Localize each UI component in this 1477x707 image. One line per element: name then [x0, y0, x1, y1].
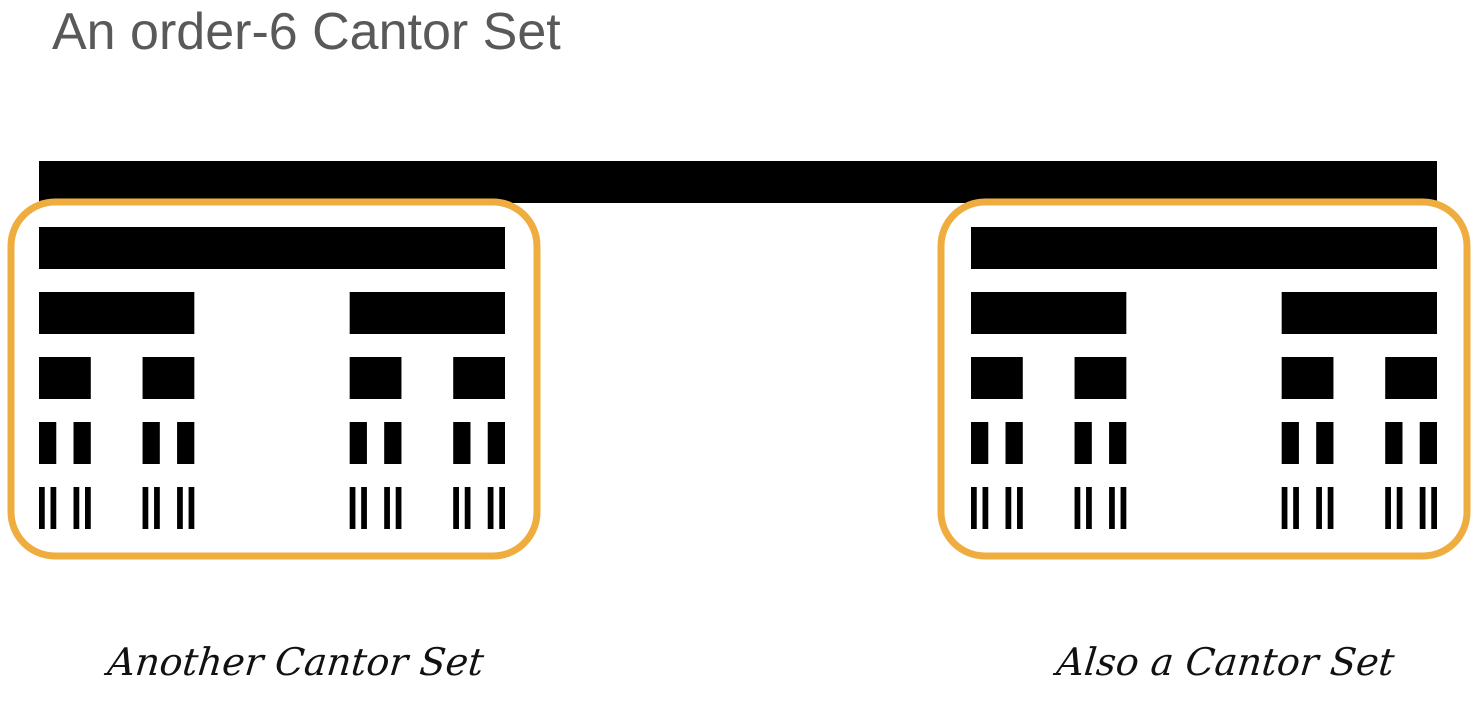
cantor-segment-level-6: [1086, 487, 1092, 529]
cantor-segment-level-5: [39, 422, 57, 464]
cantor-segment-level-6: [142, 487, 149, 529]
cantor-segment-level-6: [1419, 487, 1426, 529]
cantor-segment-level-6: [982, 487, 989, 529]
cantor-segment-level-6: [50, 487, 57, 529]
cantor-segment-level-5: [177, 422, 195, 464]
right-subset-highlight: [937, 198, 1471, 560]
cantor-segment-level-6: [971, 487, 977, 529]
cantor-segment-level-6: [177, 487, 183, 529]
right-subset-caption: Also a Cantor Set: [1054, 640, 1397, 684]
cantor-segment-level-6: [1120, 487, 1127, 529]
cantor-segment-level-4: [142, 357, 195, 399]
cantor-segment-level-4: [971, 357, 1023, 399]
cantor-segment-level-2: [39, 227, 505, 269]
cantor-segment-level-4: [349, 357, 402, 399]
cantor-segment-level-6: [1327, 487, 1334, 529]
cantor-segment-level-6: [499, 487, 505, 529]
cantor-segment-level-6: [1385, 487, 1391, 529]
cantor-segment-level-2: [971, 227, 1437, 269]
cantor-segment-level-5: [1074, 422, 1092, 464]
cantor-segment-level-6: [1109, 487, 1115, 529]
cantor-segment-level-3: [39, 292, 195, 334]
cantor-levels: [39, 161, 1437, 529]
cantor-segment-level-6: [1281, 487, 1288, 529]
cantor-segment-level-3: [1281, 292, 1437, 334]
page-title: An order-6 Cantor Set: [52, 3, 561, 61]
cantor-segment-level-4: [1074, 357, 1127, 399]
cantor-segment-level-6: [361, 487, 367, 529]
cantor-segment-level-6: [1293, 487, 1299, 529]
cantor-segment-level-4: [1281, 357, 1334, 399]
cantor-segment-level-4: [453, 357, 505, 399]
cantor-segment-level-5: [1419, 422, 1437, 464]
cantor-segment-level-6: [384, 487, 390, 529]
cantor-segment-level-5: [384, 422, 402, 464]
cantor-segment-level-6: [453, 487, 459, 529]
cantor-segment-level-6: [188, 487, 195, 529]
cantor-segment-level-6: [395, 487, 402, 529]
cantor-segment-level-5: [1385, 422, 1403, 464]
cantor-segment-level-5: [1109, 422, 1127, 464]
cantor-segment-level-5: [1005, 422, 1023, 464]
cantor-segment-level-4: [39, 357, 91, 399]
left-subset-caption: Another Cantor Set: [105, 640, 486, 684]
cantor-segment-level-6: [1005, 487, 1012, 529]
cantor-segment-level-6: [464, 487, 471, 529]
cantor-segment-level-5: [487, 422, 505, 464]
cantor-segment-level-5: [349, 422, 367, 464]
cantor-segment-level-6: [85, 487, 91, 529]
cantor-segment-level-3: [349, 292, 505, 334]
cantor-segment-level-6: [1074, 487, 1081, 529]
cantor-segment-level-5: [73, 422, 91, 464]
cantor-segment-level-5: [1316, 422, 1334, 464]
cantor-segment-level-4: [1385, 357, 1437, 399]
cantor-segment-level-5: [453, 422, 471, 464]
cantor-segment-level-5: [971, 422, 989, 464]
left-subset-highlight: [7, 198, 541, 560]
cantor-segment-level-6: [1017, 487, 1023, 529]
cantor-segment-level-5: [1281, 422, 1299, 464]
cantor-segment-level-6: [1316, 487, 1322, 529]
cantor-segment-level-6: [154, 487, 160, 529]
cantor-segment-level-6: [349, 487, 356, 529]
cantor-segment-level-6: [1431, 487, 1437, 529]
cantor-segment-level-1: [39, 161, 1437, 203]
cantor-segment-level-5: [142, 422, 160, 464]
cantor-segment-level-6: [487, 487, 494, 529]
cantor-segment-level-6: [1396, 487, 1403, 529]
cantor-segment-level-3: [971, 292, 1127, 334]
cantor-segment-level-6: [39, 487, 45, 529]
cantor-segment-level-6: [73, 487, 80, 529]
